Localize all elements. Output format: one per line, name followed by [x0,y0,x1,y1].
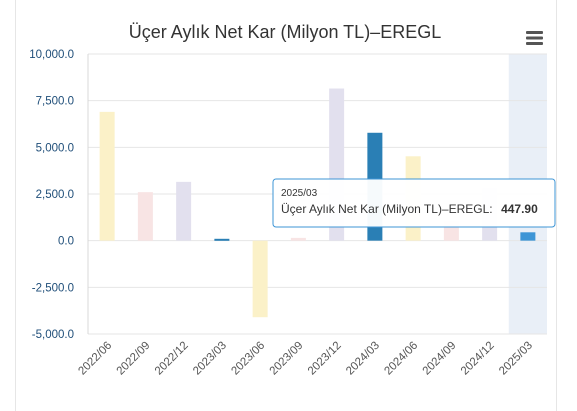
x-tick-label: 2024/06 [382,340,420,378]
menu-button[interactable] [523,28,545,48]
x-tick-label: 2023/12 [306,340,344,378]
tooltip-series-label: Üçer Aylık Net Kar (Milyon TL)–EREGL: [281,202,493,216]
bar-2022-06[interactable] [99,111,115,241]
hamburger-menu-icon [526,31,543,45]
x-tick-label: 2022/09 [115,340,153,378]
x-tick-label: 2023/03 [191,340,229,378]
y-tick-label: -2,500.0 [32,282,74,294]
bar-2022-09[interactable] [137,192,153,241]
bar-2023-06[interactable] [252,240,268,318]
x-tick-label: 2025/03 [497,340,535,378]
tooltip: 2025/03 Üçer Aylık Net Kar (Milyon TL)–E… [272,178,556,228]
bar-2025-03[interactable] [520,232,536,241]
tooltip-box [272,178,556,228]
chart-frame [15,0,557,411]
y-tick-label: 0.0 [58,236,74,248]
chart-title: Üçer Aylık Net Kar (Milyon TL)–EREGL [129,22,441,42]
y-tick-label: -5,000.0 [32,329,74,341]
x-tick-label: 2023/09 [268,340,306,378]
y-tick-label: 2,500.0 [36,189,74,201]
x-tick-label: 2022/06 [76,340,114,378]
bar-2023-09[interactable] [290,237,306,241]
y-tick-label: 5,000.0 [36,142,74,154]
tooltip-value: 447.90 [501,202,538,216]
y-tick-label: 10,000.0 [29,49,74,61]
x-tick-label: 2024/09 [421,340,459,378]
tooltip-line: Üçer Aylık Net Kar (Milyon TL)–EREGL: 44… [281,200,538,217]
x-tick-label: 2024/03 [344,340,382,378]
x-tick-label: 2023/06 [229,340,267,378]
tooltip-category: 2025/03 [281,188,318,199]
x-tick-label: 2022/12 [153,340,191,378]
bar-2022-12[interactable] [176,181,192,241]
y-tick-label: 7,500.0 [36,96,74,108]
x-tick-label: 2024/12 [459,340,497,378]
bar-2023-03[interactable] [214,238,230,241]
